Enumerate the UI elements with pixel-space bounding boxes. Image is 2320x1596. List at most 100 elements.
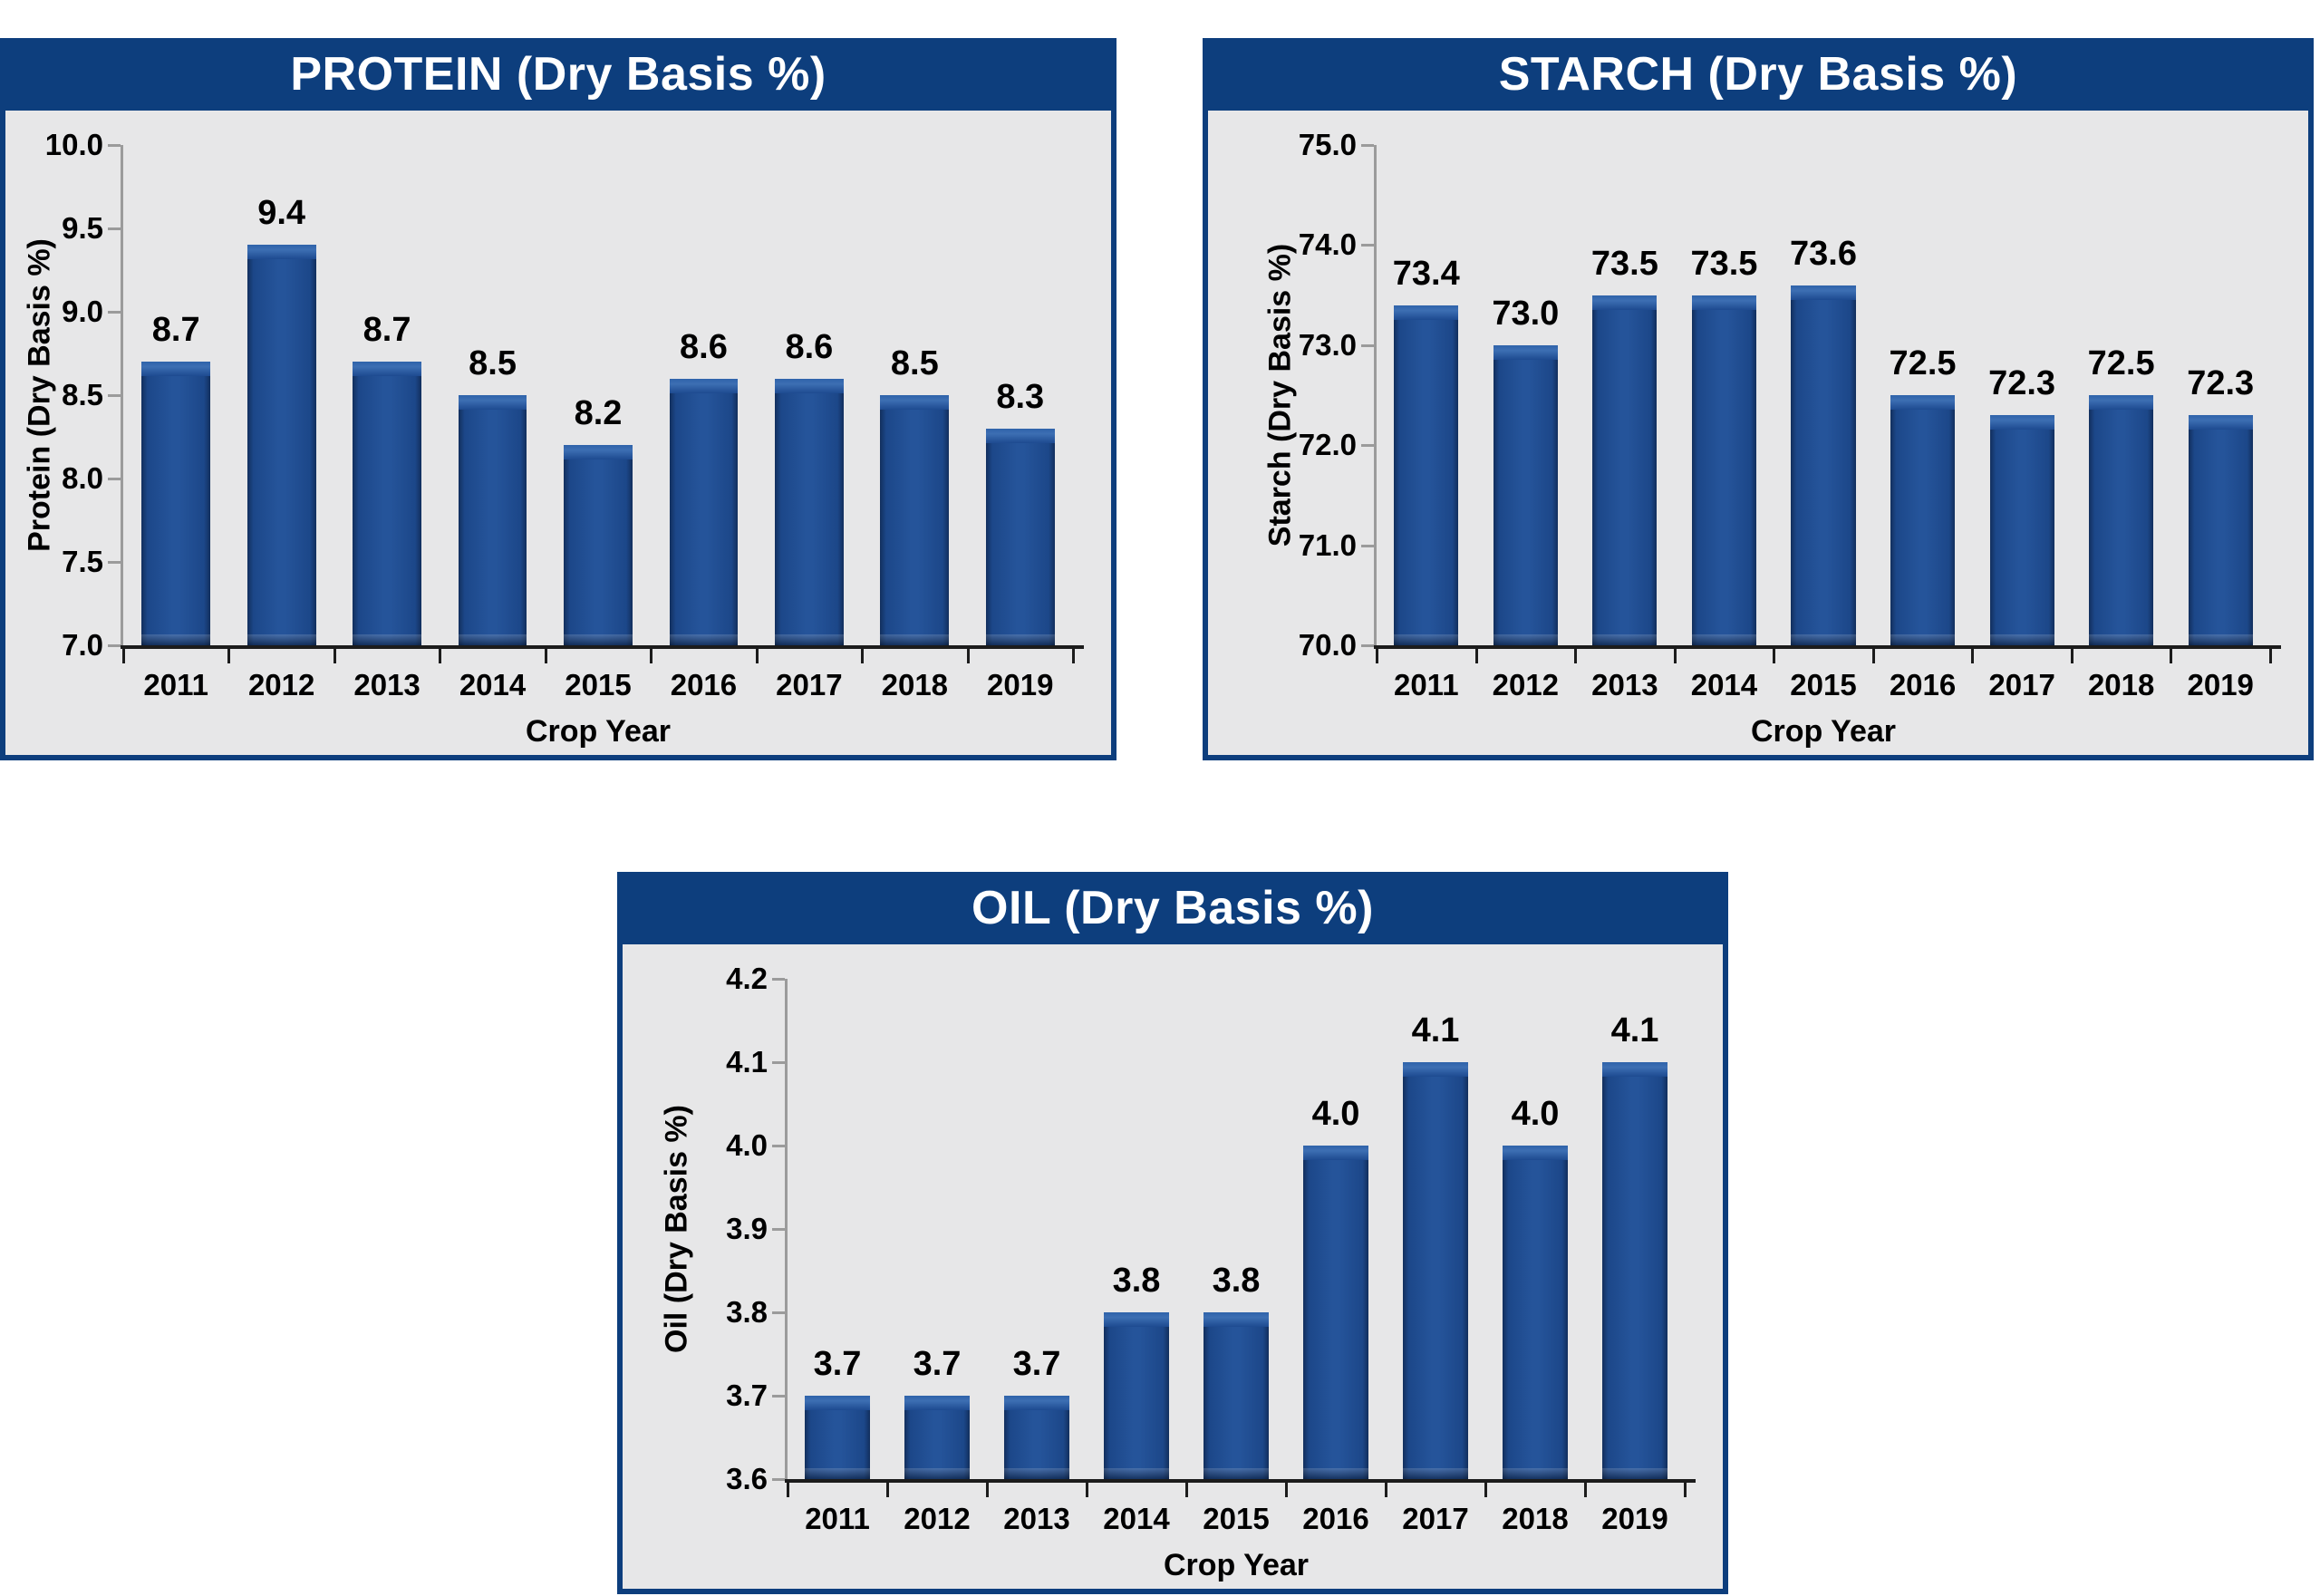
bar-2015: [1791, 285, 1856, 645]
y-tick: [108, 394, 121, 397]
x-category-label: 2018: [2087, 668, 2155, 701]
x-category-label: 2013: [1591, 668, 1658, 701]
bar-value-label: 73.6: [1790, 235, 1857, 273]
protein-chart-panel: PROTEIN (Dry Basis %) Protein (Dry Basis…: [0, 38, 1116, 760]
y-tick-label: 3.7: [726, 1378, 768, 1412]
x-tick: [1385, 1483, 1387, 1497]
bar-2015: [1204, 1312, 1269, 1479]
starch-chart-panel: STARCH (Dry Basis %) Starch (Dry Basis %…: [1203, 38, 2314, 760]
x-tick: [1484, 1483, 1487, 1497]
x-category-label: 2012: [1492, 668, 1560, 701]
bar-2011: [1394, 305, 1459, 645]
y-axis-line: [785, 979, 788, 1483]
bar-2012: [246, 245, 316, 645]
x-category-label: 2016: [1302, 1502, 1369, 1535]
y-tick: [1361, 343, 1374, 347]
x-tick: [1086, 1483, 1088, 1497]
y-tick: [1361, 644, 1374, 647]
bar-value-label: 73.5: [1590, 245, 1658, 283]
x-category-label: 2019: [1601, 1502, 1668, 1535]
x-tick: [966, 649, 970, 663]
x-tick: [1684, 1483, 1687, 1497]
y-tick-label: 71.0: [1298, 527, 1357, 562]
x-category-label: 2016: [670, 668, 738, 701]
bar-2016: [1303, 1146, 1368, 1479]
y-tick-label: 3.9: [726, 1212, 768, 1245]
y-axis-title: Starch (Dry Basis %): [1262, 243, 1298, 547]
bar-value-label: 3.7: [1012, 1345, 1061, 1383]
x-tick: [650, 649, 653, 663]
y-tick: [108, 227, 121, 230]
y-tick-label: 4.1: [726, 1045, 768, 1079]
x-tick: [1072, 649, 1075, 663]
bar-2013: [1592, 295, 1658, 645]
bar-value-label: 3.7: [913, 1345, 962, 1383]
x-category-label: 2015: [565, 668, 632, 701]
bar-value-label: 8.2: [574, 394, 623, 432]
x-tick: [1376, 649, 1378, 663]
bar-2017: [1403, 1062, 1468, 1479]
bar-value-label: 8.7: [151, 311, 200, 349]
bar-value-label: 8.5: [890, 344, 939, 382]
x-tick: [1285, 1483, 1288, 1497]
x-category-label: 2015: [1790, 668, 1857, 701]
bar-value-label: 8.6: [785, 328, 834, 366]
x-tick: [1584, 1483, 1587, 1497]
y-tick: [1361, 144, 1374, 147]
x-axis-title: Crop Year: [1750, 714, 1896, 749]
x-tick: [1871, 649, 1875, 663]
bar-2017: [775, 379, 844, 645]
protein-chart-title: PROTEIN (Dry Basis %): [0, 38, 1116, 111]
y-tick: [772, 1395, 785, 1398]
bar-2018: [2089, 395, 2154, 645]
oil-chart-panel: OIL (Dry Basis %) Oil (Dry Basis %) Crop…: [617, 872, 1728, 1594]
x-category-label: 2011: [143, 668, 209, 701]
x-category-label: 2015: [1203, 1502, 1270, 1535]
bar-value-label: 72.5: [2087, 344, 2155, 382]
x-tick: [1971, 649, 1975, 663]
bar-value-label: 4.1: [1411, 1011, 1460, 1049]
x-category-label: 2019: [987, 668, 1054, 701]
y-tick-label: 9.0: [62, 295, 103, 328]
x-category-label: 2018: [1502, 1502, 1569, 1535]
x-axis-title: Crop Year: [1163, 1548, 1309, 1582]
x-tick: [755, 649, 759, 663]
y-tick: [772, 978, 785, 981]
bar-value-label: 3.8: [1212, 1262, 1261, 1300]
bar-value-label: 72.3: [2187, 364, 2255, 402]
x-tick: [1773, 649, 1776, 663]
x-category-label: 2017: [1402, 1502, 1469, 1535]
x-tick: [439, 649, 442, 663]
bar-value-label: 8.7: [362, 311, 411, 349]
bar-2012: [904, 1396, 970, 1479]
starch-plot-area: Starch (Dry Basis %) Crop Year 70.0 71.0 7…: [1208, 111, 2308, 755]
y-tick: [108, 478, 121, 480]
bar-value-label: 8.5: [469, 344, 517, 382]
x-category-label: 2013: [1003, 1502, 1070, 1535]
x-category-label: 2017: [776, 668, 843, 701]
x-tick: [787, 1483, 789, 1497]
y-tick-label: 10.0: [44, 128, 103, 161]
y-tick: [772, 1311, 785, 1314]
bar-value-label: 4.0: [1511, 1095, 1560, 1133]
x-category-label: 2011: [1393, 668, 1459, 701]
x-category-label: 2011: [805, 1502, 870, 1535]
x-tick: [122, 649, 125, 663]
y-tick: [108, 644, 121, 647]
x-axis-title: Crop Year: [525, 714, 671, 749]
bar-2016: [1890, 395, 1956, 645]
bar-value-label: 3.8: [1112, 1262, 1161, 1300]
y-tick: [1361, 244, 1374, 247]
bar-value-label: 72.5: [1889, 344, 1957, 382]
y-tick: [108, 561, 121, 564]
y-tick-label: 72.0: [1298, 428, 1357, 462]
y-tick-label: 7.5: [62, 545, 103, 578]
bar-2014: [1104, 1312, 1169, 1479]
y-tick-label: 8.0: [62, 461, 103, 495]
bar-2019: [1602, 1062, 1668, 1479]
x-tick: [1474, 649, 1478, 663]
x-tick: [333, 649, 336, 663]
oil-plot-area: Oil (Dry Basis %) Crop Year 3.6 3.7 3.8 3.9…: [623, 944, 1723, 1589]
bar-2015: [564, 445, 633, 645]
